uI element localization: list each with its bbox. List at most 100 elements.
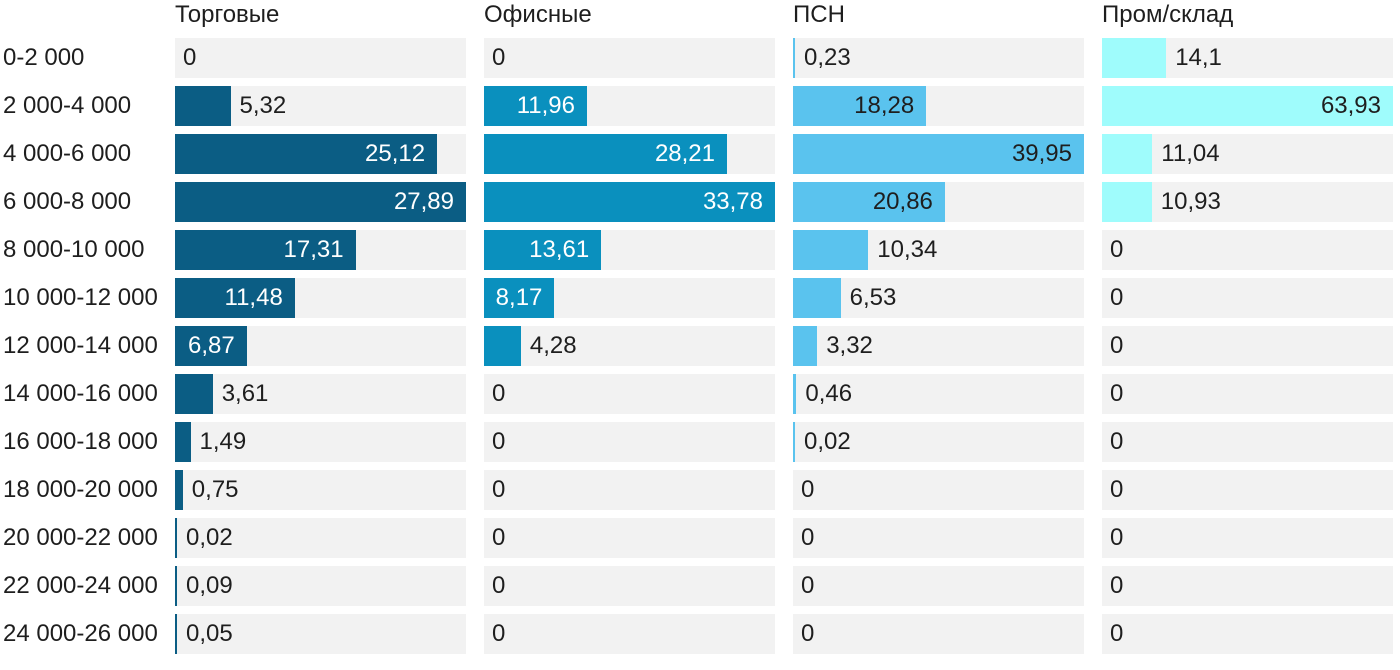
bar-cell: 0,23 — [793, 38, 1084, 78]
bar-cell: 11,04 — [1102, 134, 1393, 174]
bar-cell: 11,96 — [484, 86, 775, 126]
bar-value: 0 — [801, 524, 815, 551]
row-label: 22 000-24 000 — [3, 572, 158, 599]
bar-value: 11,96 — [516, 92, 575, 119]
bar: 63,93 — [1102, 86, 1393, 126]
bar — [175, 518, 177, 558]
bar-value: 11,04 — [1161, 140, 1220, 167]
bar-cell: 0 — [484, 374, 775, 414]
bar-value: 25,12 — [365, 140, 426, 167]
bar: 18,28 — [793, 86, 927, 126]
bar-value: 13,61 — [529, 236, 590, 263]
bar — [484, 326, 521, 366]
column-header: Офисные — [484, 1, 592, 28]
bar-cell: 20,86 — [793, 182, 1084, 222]
bar-cell: 0 — [1102, 614, 1393, 654]
bar-value: 10,93 — [1160, 188, 1221, 215]
bar-cell: 0 — [793, 566, 1084, 606]
row-label: 12 000-14 000 — [3, 332, 158, 359]
bar-value: 63,93 — [1320, 92, 1381, 119]
bar-value: 0 — [492, 380, 506, 407]
bar-value: 0 — [801, 476, 815, 503]
bar — [793, 422, 795, 462]
bar-cell: 0 — [793, 470, 1084, 510]
row-label: 20 000-22 000 — [3, 524, 158, 551]
bar — [175, 422, 191, 462]
bar-cell: 0 — [1102, 230, 1393, 270]
bar-cell: 0 — [484, 422, 775, 462]
bar-cell: 0 — [484, 470, 775, 510]
bar-value: 0 — [492, 44, 506, 71]
bar — [175, 470, 183, 510]
bar-value: 0 — [1110, 332, 1124, 359]
bar-cell: 0,05 — [175, 614, 466, 654]
bar-value: 1,49 — [199, 428, 247, 455]
bar-value: 0,75 — [191, 476, 239, 503]
bar-value: 0 — [492, 428, 506, 455]
bar-value: 0,09 — [186, 572, 233, 599]
bar: 8,17 — [484, 278, 555, 318]
bar-cell: 0 — [484, 566, 775, 606]
bar-cell: 6,53 — [793, 278, 1084, 318]
bar-value: 0 — [492, 524, 506, 551]
bar-value: 39,95 — [1011, 140, 1072, 167]
bar-value: 33,78 — [702, 188, 763, 215]
bar-cell: 0 — [484, 38, 775, 78]
bar-value: 0 — [1110, 284, 1124, 311]
bar-cell: 0 — [1102, 374, 1393, 414]
bar-cell: 0,02 — [793, 422, 1084, 462]
bar-value: 0,02 — [804, 428, 851, 455]
bar-value: 28,21 — [654, 140, 715, 167]
bar-value: 0 — [1110, 476, 1124, 503]
bar-cell: 17,31 — [175, 230, 466, 270]
bar-cell: 25,12 — [175, 134, 466, 174]
bar-value: 0 — [1110, 620, 1124, 647]
bar-cell: 5,32 — [175, 86, 466, 126]
bar — [175, 374, 213, 414]
bar-value: 0 — [1110, 572, 1124, 599]
bar-cell: 11,48 — [175, 278, 466, 318]
bar-value: 6,53 — [849, 284, 897, 311]
bar — [175, 614, 177, 654]
bar-value: 0 — [492, 572, 506, 599]
row-label: 0-2 000 — [3, 44, 85, 71]
bar — [793, 374, 797, 414]
bar-cell: 0 — [175, 38, 466, 78]
bar-cell: 0 — [484, 518, 775, 558]
bar-value: 0 — [1110, 524, 1124, 551]
bar-cell: 14,1 — [1102, 38, 1393, 78]
bar-value: 0 — [492, 620, 506, 647]
bar-value: 11,48 — [224, 284, 283, 311]
column-header: Пром/склад — [1102, 1, 1234, 28]
bar-cell: 0 — [793, 614, 1084, 654]
bar-cell: 0 — [1102, 422, 1393, 462]
bar-cell: 0 — [1102, 278, 1393, 318]
bar-chart-grid: Торговые Офисные ПСН Пром/склад 0-2 000 0 0 0,2… — [0, 0, 1393, 654]
bar-cell: 10,93 — [1102, 182, 1393, 222]
bar-cell: 0 — [1102, 518, 1393, 558]
bar-value: 4,28 — [529, 332, 577, 359]
bar-cell: 0,02 — [175, 518, 466, 558]
row-label: 16 000-18 000 — [3, 428, 158, 455]
bar-cell: 6,87 — [175, 326, 466, 366]
bar — [793, 278, 841, 318]
bar-value: 0,46 — [805, 380, 853, 407]
bar-cell: 0,46 — [793, 374, 1084, 414]
row-label: 6 000-8 000 — [3, 188, 132, 215]
corner-spacer — [0, 0, 157, 30]
bar-value: 0 — [1110, 380, 1124, 407]
bar-value: 0 — [183, 44, 197, 71]
row-label: 10 000-12 000 — [3, 284, 158, 311]
bar-value: 5,32 — [239, 92, 287, 119]
bar-cell: 63,93 — [1102, 86, 1393, 126]
bar: 11,48 — [175, 278, 295, 318]
bar-cell: 0 — [1102, 470, 1393, 510]
bar-value: 3,61 — [221, 380, 269, 407]
bar-cell: 27,89 — [175, 182, 466, 222]
bar-value: 3,32 — [826, 332, 873, 359]
bar-cell: 28,21 — [484, 134, 775, 174]
bar-cell: 39,95 — [793, 134, 1084, 174]
bar-value: 0 — [492, 476, 506, 503]
bar: 25,12 — [175, 134, 438, 174]
bar-value: 10,34 — [877, 236, 938, 263]
